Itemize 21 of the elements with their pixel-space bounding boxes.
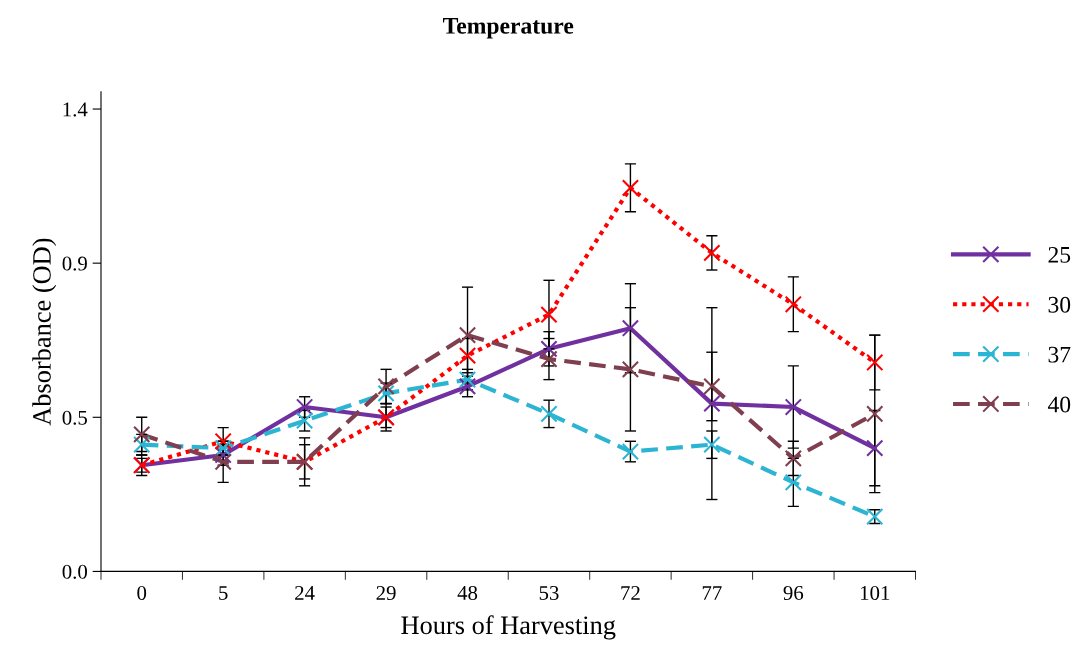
x-tick-label: 5 <box>219 586 228 600</box>
x-tick-label: 24 <box>295 585 315 600</box>
legend-label: 40 <box>1047 396 1071 413</box>
legend-label: 30 <box>1048 296 1071 313</box>
x-tick-label: 53 <box>539 585 559 600</box>
y-tick-label: 0.0 <box>62 564 88 579</box>
y-axis-title: Absorbance (OD) <box>32 238 57 426</box>
x-tick-label: 72 <box>621 585 640 600</box>
x-tick-label: 101 <box>860 585 890 600</box>
x-tick-label: 48 <box>457 585 478 600</box>
chart-title: Temperature <box>443 18 574 39</box>
x-axis-title: Hours of Harvesting <box>401 615 616 640</box>
y-tick-label: 1.4 <box>63 102 88 117</box>
legend-label: 37 <box>1048 346 1071 363</box>
x-tick-label: 0 <box>137 585 147 600</box>
x-tick-label: 29 <box>376 585 396 600</box>
legend-label: 25 <box>1048 246 1071 263</box>
y-tick-label: 0.5 <box>62 410 87 425</box>
x-tick-label: 96 <box>783 585 804 600</box>
x-tick-label: 77 <box>702 586 722 600</box>
y-tick-label: 0.9 <box>62 256 87 271</box>
